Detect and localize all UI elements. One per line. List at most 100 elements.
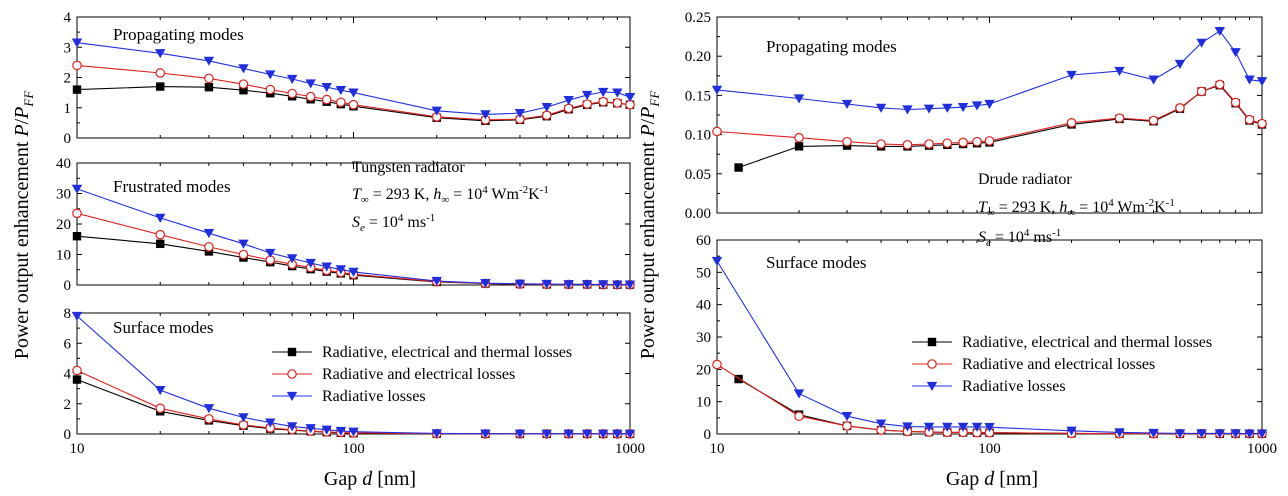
left-annotation-s-val: = 10 (365, 214, 398, 231)
data-point (971, 101, 983, 111)
x-tick-label: 100 (342, 441, 365, 457)
x-tick-label: 100 (978, 441, 1001, 457)
data-point (238, 64, 249, 74)
data-point (71, 184, 83, 194)
data-point (984, 99, 995, 109)
right-annotation: Drude radiator T∞ = 293 K, h∞ = 104 Wm-2… (978, 171, 1175, 249)
data-point (321, 83, 332, 93)
data-point (204, 73, 214, 84)
left-annotation-h: h (433, 186, 441, 203)
data-point (1244, 429, 1255, 439)
right-ylabel: Power output enhancement P/PFF (637, 90, 662, 360)
data-point (942, 103, 953, 113)
data-point (624, 93, 636, 103)
series-2 (712, 79, 1267, 150)
data-point (712, 359, 722, 370)
data-point (155, 229, 166, 240)
y-tick-label: 0.05 (685, 167, 711, 183)
data-point (712, 126, 722, 137)
y-tick-label: 4 (64, 10, 72, 26)
data-point (1066, 426, 1077, 436)
left-annotation-h-unit2: K (528, 186, 540, 203)
data-point (1230, 48, 1241, 58)
left-xlabel: Gap d [nm] (324, 468, 416, 490)
right-ylabel-p: P (637, 124, 659, 137)
data-point (348, 88, 359, 98)
data-point (1066, 70, 1077, 80)
data-point (514, 109, 526, 119)
data-point (238, 239, 249, 249)
left-annotation-t-val: = 293 K, (369, 186, 434, 203)
y-tick-label: 1 (64, 101, 72, 117)
right-xlabel-d: d (984, 468, 995, 490)
data-point (72, 375, 82, 384)
data-point (984, 423, 995, 433)
data-point (1148, 75, 1159, 85)
right-annotation-h-unit-exp1: -2 (1145, 197, 1154, 209)
data-point (563, 280, 574, 290)
legend-label: Radiative losses (322, 388, 426, 405)
right-annotation-s-exp: 4 (1024, 227, 1030, 239)
data-point (265, 84, 276, 95)
data-point (203, 404, 215, 414)
legend-marker (286, 391, 298, 401)
data-point (598, 87, 609, 97)
series-3 (71, 184, 636, 290)
y-tick-label: 0 (64, 278, 72, 294)
y-tick-label: 3 (64, 40, 72, 56)
data-point (335, 426, 347, 436)
y-tick-label: 40 (56, 156, 71, 172)
right-annotation-h: h (1059, 199, 1067, 216)
x-tick-label: 10 (70, 441, 85, 457)
series-3 (711, 26, 1268, 115)
y-tick-label: 0 (64, 131, 72, 147)
y-tick-label: 0.25 (685, 10, 711, 26)
left-annotation-s-exp: 4 (398, 212, 404, 224)
data-point (734, 374, 743, 384)
left-annotation-s-unit-exp: -1 (426, 212, 435, 224)
data-point (612, 98, 623, 108)
legend-marker (927, 359, 937, 369)
series-3 (711, 256, 1268, 439)
data-point (1256, 429, 1268, 439)
legend-label: Radiative and electrical losses (322, 366, 515, 383)
data-point (204, 414, 214, 424)
data-point (1196, 429, 1207, 439)
series-2 (72, 60, 635, 125)
data-point (794, 142, 804, 151)
data-point (581, 429, 593, 439)
data-point (72, 60, 82, 71)
data-point (942, 422, 953, 432)
data-point (923, 104, 935, 114)
data-point (957, 103, 969, 113)
data-point (514, 429, 526, 439)
data-point (348, 99, 359, 110)
data-point (711, 85, 723, 95)
data-point (72, 208, 82, 219)
data-point (265, 70, 276, 80)
right-annotation-h-exp: 4 (1108, 197, 1114, 209)
data-point (203, 228, 215, 239)
panel-3: 0 2 4 6 8 10 100 1000 Surface modes (64, 306, 646, 457)
panel-1: 0 1 2 3 4 Propagating modes (64, 10, 636, 147)
data-point (958, 137, 968, 148)
right-annotation-h-sub: ∞ (1067, 207, 1075, 219)
data-point (842, 136, 852, 147)
data-point (305, 91, 316, 102)
y-tick-label: 4 (64, 367, 72, 383)
data-point (793, 389, 805, 399)
data-point (155, 403, 166, 414)
left-ylabel-p: P (11, 124, 33, 137)
panel-4: 0.00 0.05 0.10 0.15 0.20 0.25 Propagating mode… (685, 10, 1268, 222)
legend-marker (926, 381, 938, 391)
data-point (336, 97, 346, 108)
data-point (794, 132, 804, 143)
data-point (239, 86, 248, 95)
y-tick-label: 2 (64, 397, 72, 413)
data-point (286, 254, 298, 264)
data-point (287, 88, 297, 99)
data-point (1230, 429, 1241, 439)
data-point (1174, 429, 1186, 439)
series-3 (71, 311, 636, 439)
